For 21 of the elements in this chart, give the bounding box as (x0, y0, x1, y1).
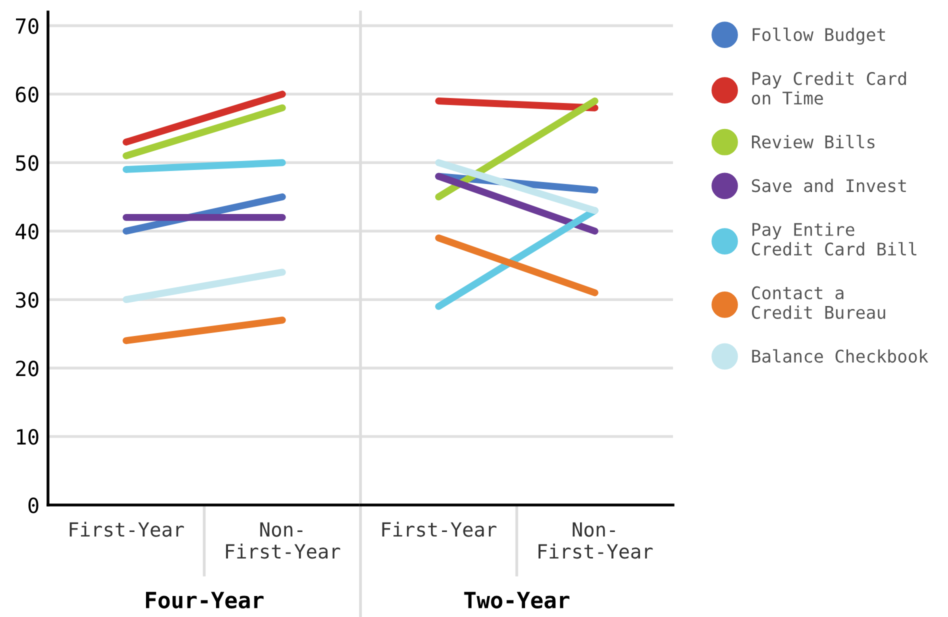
x-tick-label: Non- First-Year (538, 522, 653, 559)
x-tick-label: Non- First-Year (226, 522, 340, 559)
y-tick-label: 20 (16, 360, 38, 376)
legend-label: Balance Checkbook (752, 349, 928, 363)
x-axis-title: Four-Year (146, 592, 264, 608)
legend-label: Save and Invest (752, 178, 906, 192)
legend-label: Contact a Credit Bureau (752, 286, 886, 319)
legend-label: Pay Entire Credit Card Bill (752, 222, 916, 256)
y-tick-label: 10 (17, 429, 38, 445)
y-tick-label: 40 (16, 224, 38, 240)
x-axis-title: Two-Year (464, 592, 570, 608)
x-tick-label: First-Year (70, 522, 184, 537)
y-tick-label: 50 (16, 155, 38, 171)
y-tick-label: 30 (16, 292, 38, 308)
x-tick-label: First-Year (382, 522, 496, 537)
legend-label: Follow Budget (752, 28, 885, 45)
y-tick-label: 70 (16, 18, 38, 34)
legend-label: Pay Credit Card on Time (752, 72, 906, 105)
y-tick-label: 60 (16, 86, 38, 102)
legend-label: Review Bills (752, 134, 874, 148)
y-tick-label: 0 (28, 498, 38, 514)
